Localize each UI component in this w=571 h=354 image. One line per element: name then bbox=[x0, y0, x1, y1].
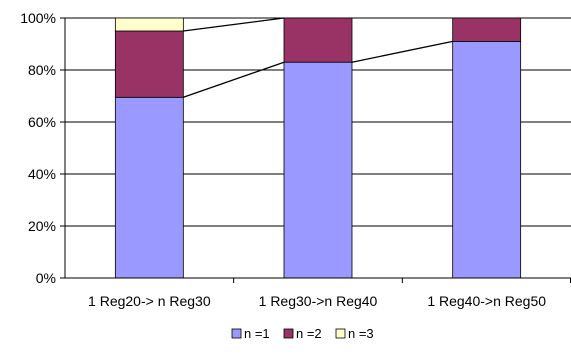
bars bbox=[114, 17, 522, 279]
bar-segment bbox=[452, 41, 522, 279]
bar-segment bbox=[283, 61, 353, 279]
x-tick-label: 1 Reg20-> n Reg30 bbox=[88, 293, 211, 309]
y-tick-label: 40% bbox=[28, 166, 56, 182]
legend-swatch bbox=[231, 328, 242, 339]
y-tick-label: 80% bbox=[28, 62, 56, 78]
legend: n =1 n =2 n =3 bbox=[231, 326, 374, 341]
y-tick-labels: 0% 20% 40% 60% 80% 100% bbox=[20, 10, 56, 286]
series-line bbox=[351, 40, 453, 63]
bar-segment bbox=[114, 30, 184, 98]
bar-segment bbox=[452, 17, 522, 42]
x-tick-labels: 1 Reg20-> n Reg30 1 Reg30->n Reg40 1 Reg40… bbox=[88, 293, 546, 309]
y-tick-label: 20% bbox=[28, 218, 56, 234]
legend-label: n =3 bbox=[348, 326, 374, 341]
y-tick-label: 100% bbox=[20, 10, 56, 26]
legend-label: n =2 bbox=[296, 326, 322, 341]
x-tick-label: 1 Reg30->n Reg40 bbox=[259, 293, 378, 309]
bar-segment bbox=[283, 17, 353, 63]
legend-label: n =1 bbox=[244, 326, 270, 341]
legend-swatch bbox=[335, 328, 346, 339]
bar-segment bbox=[114, 96, 184, 279]
bar-segment bbox=[114, 17, 184, 32]
x-tick-label: 1 Reg40->n Reg50 bbox=[427, 293, 546, 309]
y-tick-label: 0% bbox=[36, 270, 56, 286]
series-lines bbox=[183, 17, 453, 98]
series-line bbox=[183, 17, 285, 32]
y-tick-label: 60% bbox=[28, 114, 56, 130]
series-line bbox=[183, 61, 285, 98]
axes bbox=[60, 17, 571, 283]
legend-swatch bbox=[283, 328, 294, 339]
